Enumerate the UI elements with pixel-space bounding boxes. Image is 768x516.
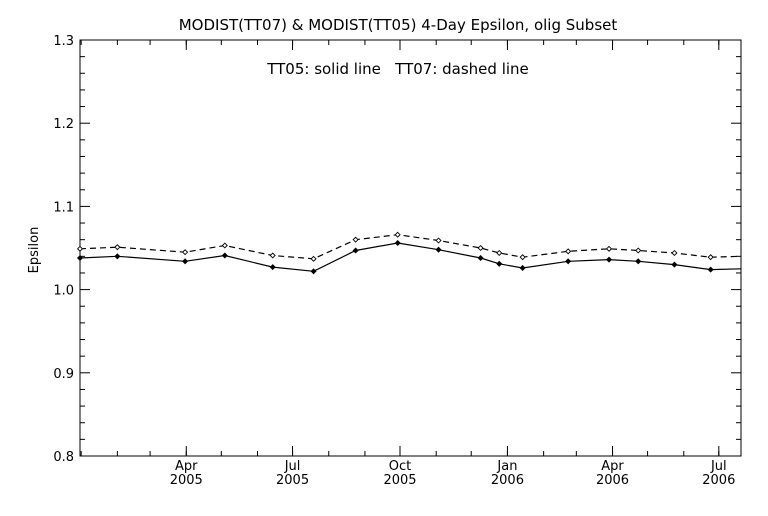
data-point-dashed <box>519 254 526 261</box>
data-point-dashed <box>707 254 714 261</box>
data-point-solid <box>435 246 442 253</box>
data-point-dashed <box>671 249 678 257</box>
y-tick-label: 1.3 <box>53 34 74 49</box>
data-point-dashed <box>352 236 359 243</box>
data-point-solid <box>221 252 228 259</box>
x-tick-year-label: 2006 <box>596 473 629 488</box>
line-style-note: TT05: solid line TT07: dashed line <box>266 60 529 78</box>
data-point-solid <box>182 258 189 265</box>
y-tick-label: 0.8 <box>53 450 74 465</box>
data-point-dashed <box>394 231 401 238</box>
plot-frame <box>79 39 742 457</box>
data-point-solid <box>565 258 572 265</box>
data-point-dashed <box>182 249 189 256</box>
x-tick-month-label: Oct <box>389 459 411 474</box>
x-tick-month-label: Jul <box>710 459 727 474</box>
x-tick-year-label: 2005 <box>170 473 203 488</box>
data-point-dashed <box>477 244 484 252</box>
x-tick-year-label: 2006 <box>491 473 524 488</box>
x-tick-month-label: Apr <box>601 459 624 474</box>
data-point-solid <box>496 260 503 267</box>
data-point-solid <box>635 258 642 265</box>
data-point-solid <box>394 239 401 247</box>
series <box>76 231 742 275</box>
data-point-dashed <box>496 249 503 257</box>
data-point-solid <box>269 264 276 271</box>
data-point-dashed <box>605 245 613 252</box>
data-point-solid <box>352 247 359 254</box>
y-tick-label: 0.9 <box>53 367 74 382</box>
data-point-solid <box>671 261 678 268</box>
axes <box>79 39 742 457</box>
data-point-solid <box>477 254 484 262</box>
data-point-solid <box>707 266 714 273</box>
chart-title: MODIST(TT07) & MODIST(TT05) 4-Day Epsilo… <box>179 16 618 34</box>
x-tick-month-label: Jan <box>496 459 517 474</box>
series-line-dashed <box>79 234 742 260</box>
data-point-solid <box>605 256 613 263</box>
data-point-solid <box>76 254 84 262</box>
data-point-solid <box>114 253 121 260</box>
x-tick-year-label: 2005 <box>383 473 416 488</box>
series-line-solid <box>79 242 742 272</box>
data-point-dashed <box>310 255 317 262</box>
data-point-dashed <box>635 247 642 254</box>
x-tick-year-label: 2006 <box>702 473 735 488</box>
x-tick-year-label: 2005 <box>276 473 309 488</box>
data-point-dashed <box>76 245 84 252</box>
y-tick-label: 1.1 <box>53 200 74 215</box>
data-point-dashed <box>565 248 572 255</box>
x-tick-month-label: Jul <box>284 459 301 474</box>
y-tick-label: 1.0 <box>53 284 74 299</box>
data-point-dashed <box>435 237 442 244</box>
data-point-solid <box>519 264 526 272</box>
data-point-dashed <box>114 244 121 251</box>
y-axis-label: Epsilon <box>27 227 42 274</box>
x-tick-month-label: Apr <box>175 459 198 474</box>
data-point-solid <box>310 268 317 275</box>
y-tick-label: 1.2 <box>53 117 74 132</box>
data-point-dashed <box>269 252 276 259</box>
ticks: 0.80.91.01.11.21.3Apr2005Jul2005Oct2005J… <box>53 34 741 488</box>
data-point-dashed <box>221 242 228 249</box>
